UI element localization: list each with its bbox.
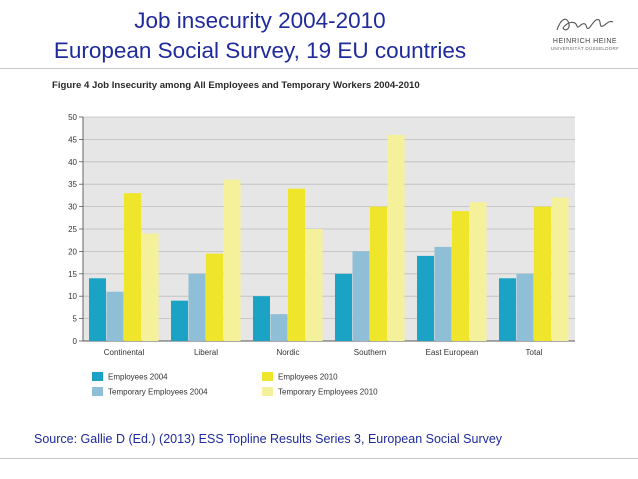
bar-employees-2010-liberal <box>206 253 223 341</box>
bar-temporary-employees-2004-liberal <box>188 273 206 341</box>
bar-employees-2010-continental <box>124 193 141 341</box>
y-tick-label: 50 <box>68 113 77 122</box>
legend-label: Temporary Employees 2010 <box>278 387 378 397</box>
bar-employees-2004-liberal <box>171 300 188 341</box>
bar-temporary-employees-2010-continental <box>141 233 159 341</box>
bar-employees-2004-total <box>499 278 516 341</box>
logo-name: HEINRICH HEINE <box>552 38 618 45</box>
bar-employees-2004-east-european <box>417 255 434 341</box>
legend-item: Employees 2004 <box>92 372 168 382</box>
bar-temporary-employees-2004-southern <box>352 251 370 341</box>
legend-swatch <box>92 387 103 397</box>
slide-title-line-1: Job insecurity 2004-2010 <box>134 8 386 33</box>
y-tick-label: 45 <box>68 135 77 144</box>
bar-employees-2010-southern <box>370 206 387 341</box>
bar-employees-2010-east-european <box>452 211 469 341</box>
signature-icon <box>556 18 614 31</box>
y-tick-label: 35 <box>68 180 77 189</box>
legend-label: Employees 2010 <box>278 372 338 382</box>
bar-employees-2004-southern <box>335 273 352 341</box>
y-tick-label: 0 <box>73 337 78 346</box>
bar-employees-2010-total <box>534 206 551 341</box>
y-tick-label: 15 <box>68 270 77 279</box>
bar-employees-2004-continental <box>89 278 106 341</box>
university-logo: HEINRICH HEINE UNIVERSITÄT DÜSSELDORF <box>540 12 630 62</box>
legend-label: Employees 2004 <box>108 372 168 382</box>
y-tick-label: 20 <box>68 247 77 256</box>
bar-temporary-employees-2004-total <box>516 273 534 341</box>
slide-title-line-2: European Social Survey, 19 EU countries <box>53 38 467 63</box>
x-tick-label: East European <box>426 348 479 357</box>
x-tick-label: Nordic <box>276 348 299 357</box>
source-citation: Source: Gallie D (Ed.) (2013) ESS Toplin… <box>34 432 503 446</box>
bar-temporary-employees-2010-total <box>551 197 569 341</box>
bar-temporary-employees-2010-nordic <box>305 229 323 341</box>
y-tick-label: 30 <box>68 203 77 212</box>
bar-temporary-employees-2004-east-european <box>434 246 452 341</box>
y-tick-label: 5 <box>73 315 78 324</box>
x-tick-label: Liberal <box>194 348 218 357</box>
bar-temporary-employees-2010-liberal <box>223 179 241 341</box>
legend-swatch <box>262 387 273 397</box>
bar-temporary-employees-2004-continental <box>106 291 124 341</box>
bar-employees-2010-nordic <box>288 188 305 341</box>
legend-item: Temporary Employees 2010 <box>262 387 378 397</box>
x-tick-label: Total <box>526 348 543 357</box>
bar-temporary-employees-2004-nordic <box>270 314 288 341</box>
footer-divider <box>0 458 638 459</box>
legend-label: Temporary Employees 2004 <box>108 387 208 397</box>
x-tick-label: Continental <box>104 348 145 357</box>
y-tick-label: 25 <box>68 225 77 234</box>
x-tick-label: Southern <box>354 348 386 357</box>
legend-swatch <box>92 372 103 382</box>
figure-caption: Figure 4 Job Insecurity among All Employ… <box>52 80 420 91</box>
slide-title: Job insecurity 2004-2010 European Social… <box>0 6 520 66</box>
legend-swatch <box>262 372 273 382</box>
y-tick-label: 10 <box>68 292 77 301</box>
bar-employees-2004-nordic <box>253 296 270 341</box>
bar-temporary-employees-2010-southern <box>387 134 405 341</box>
logo-subtitle: UNIVERSITÄT DÜSSELDORF <box>550 46 620 51</box>
y-tick-label: 40 <box>68 158 77 167</box>
header-divider <box>0 68 638 69</box>
bar-temporary-employees-2010-east-european <box>469 202 487 341</box>
legend-item: Temporary Employees 2004 <box>92 387 208 397</box>
legend-item: Employees 2010 <box>262 372 338 382</box>
